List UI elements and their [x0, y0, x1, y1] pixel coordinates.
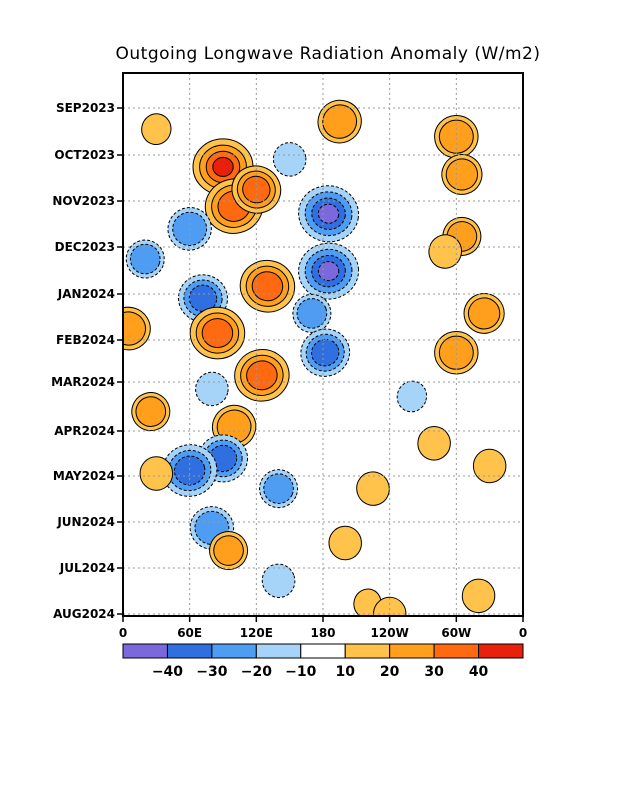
contour-level — [139, 456, 174, 491]
colorbar-label: 30 — [424, 664, 444, 680]
anomaly-blob — [272, 142, 307, 177]
contour-level — [246, 360, 278, 391]
anomaly-blob — [463, 293, 505, 334]
x-tick-label: 0 — [119, 626, 127, 640]
anomaly-blob — [292, 293, 332, 333]
anomaly-blob — [161, 444, 218, 497]
contour-level — [322, 104, 358, 139]
y-tick-label: APR2024 — [54, 424, 115, 438]
colorbar-swatch — [211, 643, 257, 659]
contour-level — [356, 471, 390, 506]
colorbar-swatch — [478, 643, 524, 659]
contour-level — [261, 563, 296, 598]
x-tick-label: 120W — [371, 626, 409, 640]
contour-level — [195, 371, 229, 407]
y-tick-label: FEB2024 — [56, 333, 115, 347]
y-tick-label: DEC2023 — [55, 240, 115, 254]
contour-level — [328, 525, 362, 561]
y-axis: SEP2023 OCT2023 NOV2023 DEC2023 JAN2024 FEB20… — [51, 101, 123, 621]
y-tick-label: MAY2024 — [53, 469, 115, 483]
anomaly-blob — [417, 426, 451, 461]
colorbar-swatch — [166, 643, 213, 659]
contour-level — [123, 311, 146, 346]
anomaly-blob — [234, 349, 290, 402]
anomaly-blob — [300, 328, 351, 377]
x-tick-label: 60W — [441, 626, 471, 640]
contour-level — [212, 156, 234, 177]
y-tick-label: JUL2024 — [59, 561, 115, 575]
colorbar-label: −30 — [196, 664, 227, 680]
contour-level — [396, 380, 428, 413]
anomaly-blob — [356, 471, 390, 506]
anomaly-blob — [131, 392, 171, 432]
anomaly-blob — [472, 448, 507, 484]
contour-level — [272, 142, 307, 177]
contour-level — [251, 271, 284, 302]
y-tick-label: OCT2023 — [54, 148, 115, 162]
colorbar-swatch — [433, 643, 480, 659]
colorbar-label: 40 — [469, 664, 489, 680]
contour-level — [438, 335, 474, 370]
anomaly-blob — [125, 239, 165, 279]
anomaly-blob — [434, 330, 479, 375]
y-tick-label: MAR2024 — [51, 375, 115, 389]
y-tick-label: JUN2024 — [56, 515, 115, 529]
y-tick-label: NOV2023 — [52, 194, 115, 208]
grid — [123, 73, 523, 616]
colorbar-label: 10 — [335, 664, 355, 680]
anomaly-blob — [261, 563, 296, 598]
colorbar-swatch — [389, 643, 435, 659]
colorbar-swatch — [344, 643, 391, 659]
anomaly-blob — [298, 185, 360, 243]
x-tick-label: 0 — [519, 626, 527, 640]
colorbar-label: 20 — [380, 664, 400, 680]
y-tick-label: SEP2023 — [56, 101, 115, 115]
colorbar-label: −40 — [152, 664, 183, 680]
anomaly-blob — [461, 578, 496, 614]
contour-level — [467, 297, 501, 330]
anomaly-blob — [328, 525, 362, 561]
colorbar-swatch — [122, 643, 168, 659]
colorbar-label: −20 — [241, 664, 272, 680]
contour-level — [296, 298, 328, 329]
x-tick-label: 60E — [177, 626, 202, 640]
x-axis: 0 60E 120E 180 120W 60W 0 — [119, 616, 527, 640]
contour-level — [173, 455, 206, 486]
anomaly-blob — [434, 114, 479, 159]
anomaly-blob — [189, 306, 246, 360]
contour-level — [213, 535, 244, 566]
anomaly-field — [123, 99, 507, 616]
contour-level — [317, 261, 340, 282]
anomaly-blob — [259, 469, 299, 509]
x-tick-label: 120E — [240, 626, 273, 640]
y-tick-label: JAN2024 — [57, 287, 115, 301]
anomaly-blob — [317, 99, 362, 144]
contour-level — [263, 473, 294, 504]
colorbar-label: −10 — [285, 664, 316, 680]
contour-level — [141, 113, 172, 146]
anomaly-blob — [139, 456, 174, 491]
colorbar: −40 −30 −20 −10 10 20 30 40 — [122, 643, 524, 680]
contour-level — [135, 396, 167, 427]
contour-level — [472, 448, 507, 484]
colorbar-swatch — [255, 643, 302, 659]
contour-level — [445, 158, 479, 191]
contour-level — [438, 119, 474, 154]
contour-level — [417, 426, 451, 461]
chart-title: Outgoing Longwave Radiation Anomaly (W/m… — [115, 44, 541, 64]
anomaly-blob — [441, 154, 483, 195]
y-tick-label: AUG2024 — [53, 607, 115, 621]
anomaly-blob — [141, 113, 172, 146]
anomaly-blob — [209, 531, 249, 571]
anomaly-blob — [195, 371, 229, 407]
anomaly-blob — [298, 242, 360, 300]
colorbar-swatch — [300, 643, 346, 659]
contour-level — [129, 243, 161, 275]
contour-level — [461, 578, 496, 614]
x-tick-label: 180 — [310, 626, 335, 640]
anomaly-blob — [239, 259, 296, 313]
anomaly-blob — [396, 380, 428, 413]
